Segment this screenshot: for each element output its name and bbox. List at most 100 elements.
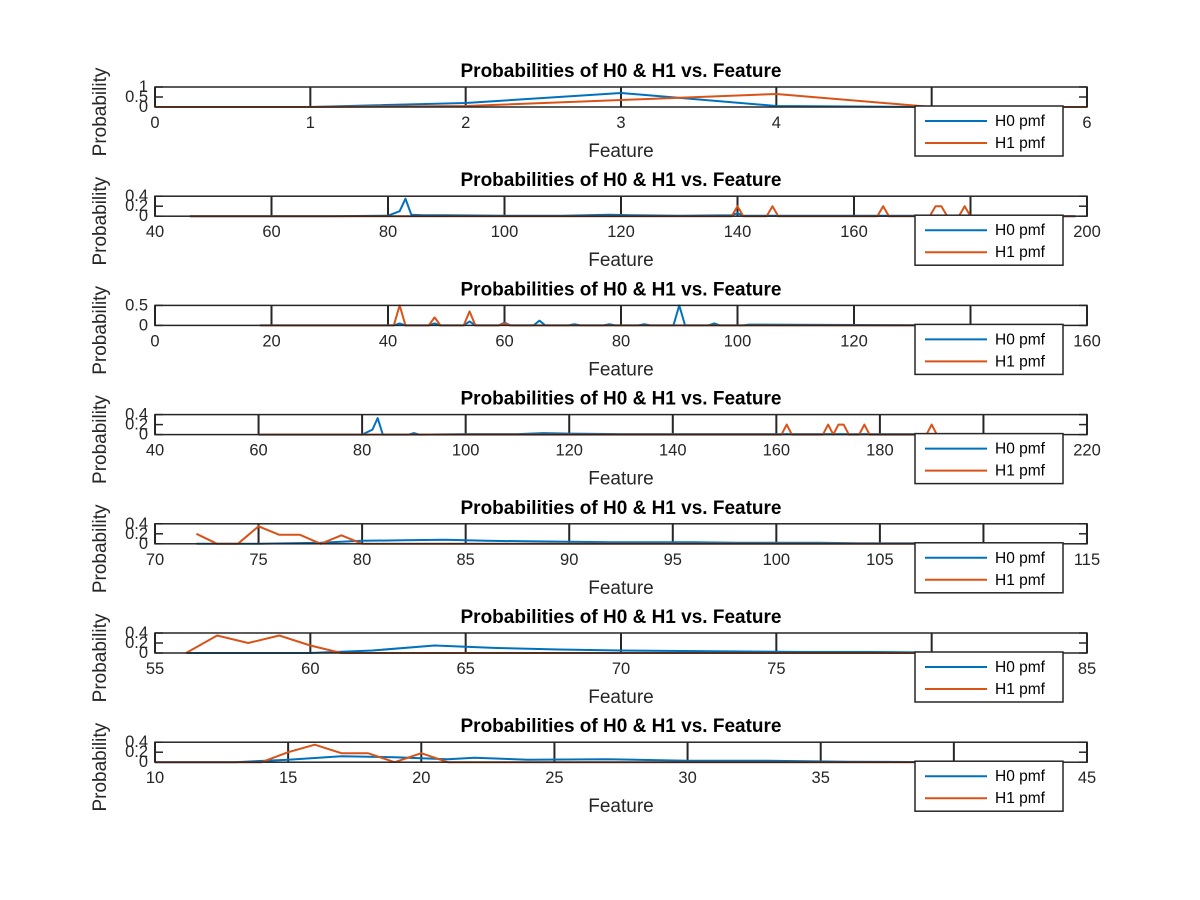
legend: H0 pmf H1 pmf	[914, 105, 1064, 157]
x-tick-label: 80	[353, 551, 371, 569]
legend: H0 pmf H1 pmf	[914, 214, 1064, 266]
y-axis-label: Probability	[90, 286, 111, 375]
legend-label: H0 pmf	[995, 441, 1046, 458]
axes-box	[154, 632, 1088, 654]
x-tick-label: 160	[763, 442, 791, 460]
x-tick-label: 100	[724, 332, 752, 350]
series-line-h0	[155, 755, 954, 764]
x-tick-label: 180	[866, 442, 894, 460]
subplot-5: Probabilities of H0 & H1 vs. Feature 70 75…	[90, 498, 1100, 599]
y-tick-label: 0.2	[125, 416, 148, 434]
axes-box	[154, 304, 1088, 327]
x-tick-label: 15	[279, 769, 297, 787]
subplot-7: Probabilities of H0 & H1 vs. Feature 10 15…	[90, 716, 1096, 817]
y-axis-label: Probability	[90, 722, 111, 811]
y-tick-label: 0	[139, 753, 148, 771]
x-tick-label: 160	[840, 223, 868, 241]
x-tick-label: 60	[249, 442, 267, 460]
x-tick-label: 70	[146, 551, 164, 569]
axes-box	[154, 741, 1088, 763]
subplot-3: Probabilities of H0 & H1 vs. Feature 0 20 4…	[90, 279, 1101, 380]
y-axis-label: Probability	[90, 176, 111, 265]
subplot-2: Probabilities of H0 & H1 vs. Feature 40 60…	[90, 170, 1101, 271]
y-tick-label: 0.5	[125, 88, 148, 106]
x-tick-label: 85	[456, 551, 474, 569]
x-tick-label: 35	[812, 769, 830, 787]
x-tick-label: 20	[412, 769, 430, 787]
y-tick-label: 0.4	[125, 406, 148, 424]
x-tick-label: 30	[678, 769, 696, 787]
x-tick-label: 70	[612, 660, 630, 678]
y-tick-label: 0	[139, 644, 148, 662]
x-tick-label: 60	[301, 660, 319, 678]
x-tick-label: 140	[724, 223, 752, 241]
x-tick-label: 75	[249, 551, 267, 569]
x-tick-label: 60	[262, 223, 280, 241]
legend-label: H0 pmf	[995, 659, 1046, 676]
y-tick-label: 0	[139, 98, 148, 116]
subplot-title: Probabilities of H0 & H1 vs. Feature	[461, 389, 782, 410]
x-tick-label: 100	[491, 223, 519, 241]
legend: H0 pmf H1 pmf	[914, 760, 1064, 812]
x-tick-label: 20	[262, 332, 280, 350]
legend-box	[914, 105, 1064, 157]
legend-label: H0 pmf	[995, 331, 1046, 348]
x-axis-label: Feature	[588, 359, 653, 380]
subplot-title: Probabilities of H0 & H1 vs. Feature	[461, 607, 782, 628]
x-tick-label: 85	[1078, 660, 1096, 678]
x-tick-label: 75	[767, 660, 785, 678]
x-tick-label: 6	[1082, 114, 1091, 132]
y-tick-label: 0.5	[125, 296, 148, 314]
x-tick-label: 80	[353, 442, 371, 460]
x-tick-label: 100	[452, 442, 480, 460]
x-axis-label: Feature	[588, 469, 653, 490]
legend-box	[914, 432, 1064, 485]
legend-label: H0 pmf	[995, 550, 1046, 567]
legend-label: H0 pmf	[995, 113, 1046, 130]
x-tick-label: 80	[379, 223, 397, 241]
x-tick-label: 45	[1078, 769, 1096, 787]
y-tick-label: 0.4	[125, 515, 148, 533]
x-tick-label: 65	[456, 660, 474, 678]
y-tick-label: 0.2	[125, 197, 148, 215]
x-tick-label: 2	[461, 114, 470, 132]
subplot-title: Probabilities of H0 & H1 vs. Feature	[461, 498, 782, 519]
x-tick-label: 1	[306, 114, 315, 132]
x-tick-label: 60	[495, 332, 513, 350]
x-tick-label: 220	[1073, 442, 1101, 460]
x-axis-label: Feature	[588, 141, 653, 162]
legend-box	[914, 542, 1064, 594]
legend-label: H1 pmf	[995, 135, 1046, 152]
x-tick-label: 140	[659, 442, 687, 460]
subplot-title: Probabilities of H0 & H1 vs. Feature	[461, 716, 782, 737]
y-axis-label: Probability	[90, 395, 111, 484]
legend-label: H1 pmf	[995, 353, 1046, 370]
series-line-h1	[258, 423, 1025, 436]
legend: H0 pmf H1 pmf	[914, 432, 1064, 485]
legend-label: H1 pmf	[995, 244, 1046, 261]
subplot-6: Probabilities of H0 & H1 vs. Feature 55 60…	[90, 607, 1096, 708]
axes-box	[154, 195, 1088, 217]
legend: H0 pmf H1 pmf	[914, 651, 1064, 703]
legend: H0 pmf H1 pmf	[914, 542, 1064, 594]
x-tick-label: 115	[1074, 551, 1100, 569]
legend-box	[914, 214, 1064, 266]
y-tick-label: 0	[139, 316, 148, 334]
x-tick-label: 120	[607, 223, 635, 241]
subplot-title: Probabilities of H0 & H1 vs. Feature	[461, 279, 782, 300]
y-tick-label: 0.4	[125, 733, 148, 751]
y-tick-label: 0	[139, 535, 148, 553]
subplot-4: Probabilities of H0 & H1 vs. Feature 40 60…	[90, 389, 1101, 490]
x-tick-label: 3	[616, 114, 625, 132]
axes-box	[154, 413, 1088, 436]
x-tick-label: 0	[150, 114, 159, 132]
x-tick-label: 80	[612, 332, 630, 350]
legend-box	[914, 323, 1064, 376]
legend-label: H0 pmf	[995, 768, 1046, 785]
y-tick-label: 0.2	[125, 743, 148, 761]
x-tick-label: 105	[866, 551, 894, 569]
x-tick-label: 120	[840, 332, 868, 350]
x-tick-label: 10	[146, 769, 164, 787]
x-tick-label: 4	[772, 114, 781, 132]
axes-box	[154, 86, 1088, 108]
